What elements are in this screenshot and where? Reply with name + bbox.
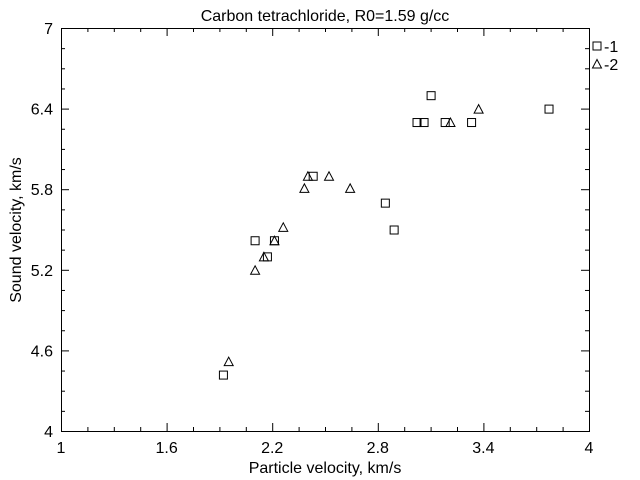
series-1 [218,91,554,380]
y-axis-label: Sound velocity, km/s [8,157,25,303]
triangle-marker-point [269,235,280,246]
triangle-marker-point [299,182,310,193]
y-tick-label: 7 [44,21,53,38]
data-marks [218,91,554,380]
y-tick-label: 5.2 [31,263,53,280]
square-marker-point [380,198,390,208]
square-marker-point [250,236,260,246]
square-marker-point [389,225,399,235]
square-marker-point [426,91,436,101]
y-tick-label: 4.6 [31,343,53,360]
legend-triangle-marker [591,58,603,69]
x-tick-label: 1 [57,440,66,457]
x-tick-label: 2.2 [261,440,283,457]
square-marker-point [440,118,450,128]
legend: -1-2 [591,39,618,74]
triangle-marker-point [277,221,289,232]
legend-square-marker [592,41,602,51]
plot-area-frame [61,28,590,432]
series-2 [223,103,484,367]
square-marker-point [412,118,422,128]
x-tick-label: 2.8 [367,440,389,457]
legend-label: -2 [604,57,618,74]
triangle-marker-point [473,103,484,114]
chart-title: Carbon tetrachloride, R0=1.59 g/cc [201,8,450,25]
triangle-marker-point [323,170,335,181]
axis-ticks [61,28,590,432]
square-marker-point [419,118,429,128]
x-axis-label: Particle velocity, km/s [249,460,402,477]
x-tick-label: 3.4 [472,440,494,457]
triangle-marker-point [445,116,456,128]
square-marker-point [544,104,554,114]
triangle-marker-point [258,251,270,262]
triangle-marker-point [344,182,356,193]
y-tick-label: 5.8 [31,182,53,199]
square-marker-point [467,118,477,128]
legend-label: -1 [604,39,618,56]
x-tick-label: 4 [585,440,594,457]
x-tick-label: 1.6 [155,440,177,457]
y-tick-label: 4 [44,424,53,441]
square-marker-point [218,370,228,380]
triangle-marker-point [302,170,314,181]
triangle-marker-point [223,356,235,367]
y-tick-label: 6.4 [31,102,53,119]
triangle-marker-point [249,264,261,275]
square-marker-point [308,171,318,181]
axis-tick-labels: 1 1.6 2.2 2.8 3.4 4 4 4.6 5.2 5.8 6.4 7 [31,21,594,457]
